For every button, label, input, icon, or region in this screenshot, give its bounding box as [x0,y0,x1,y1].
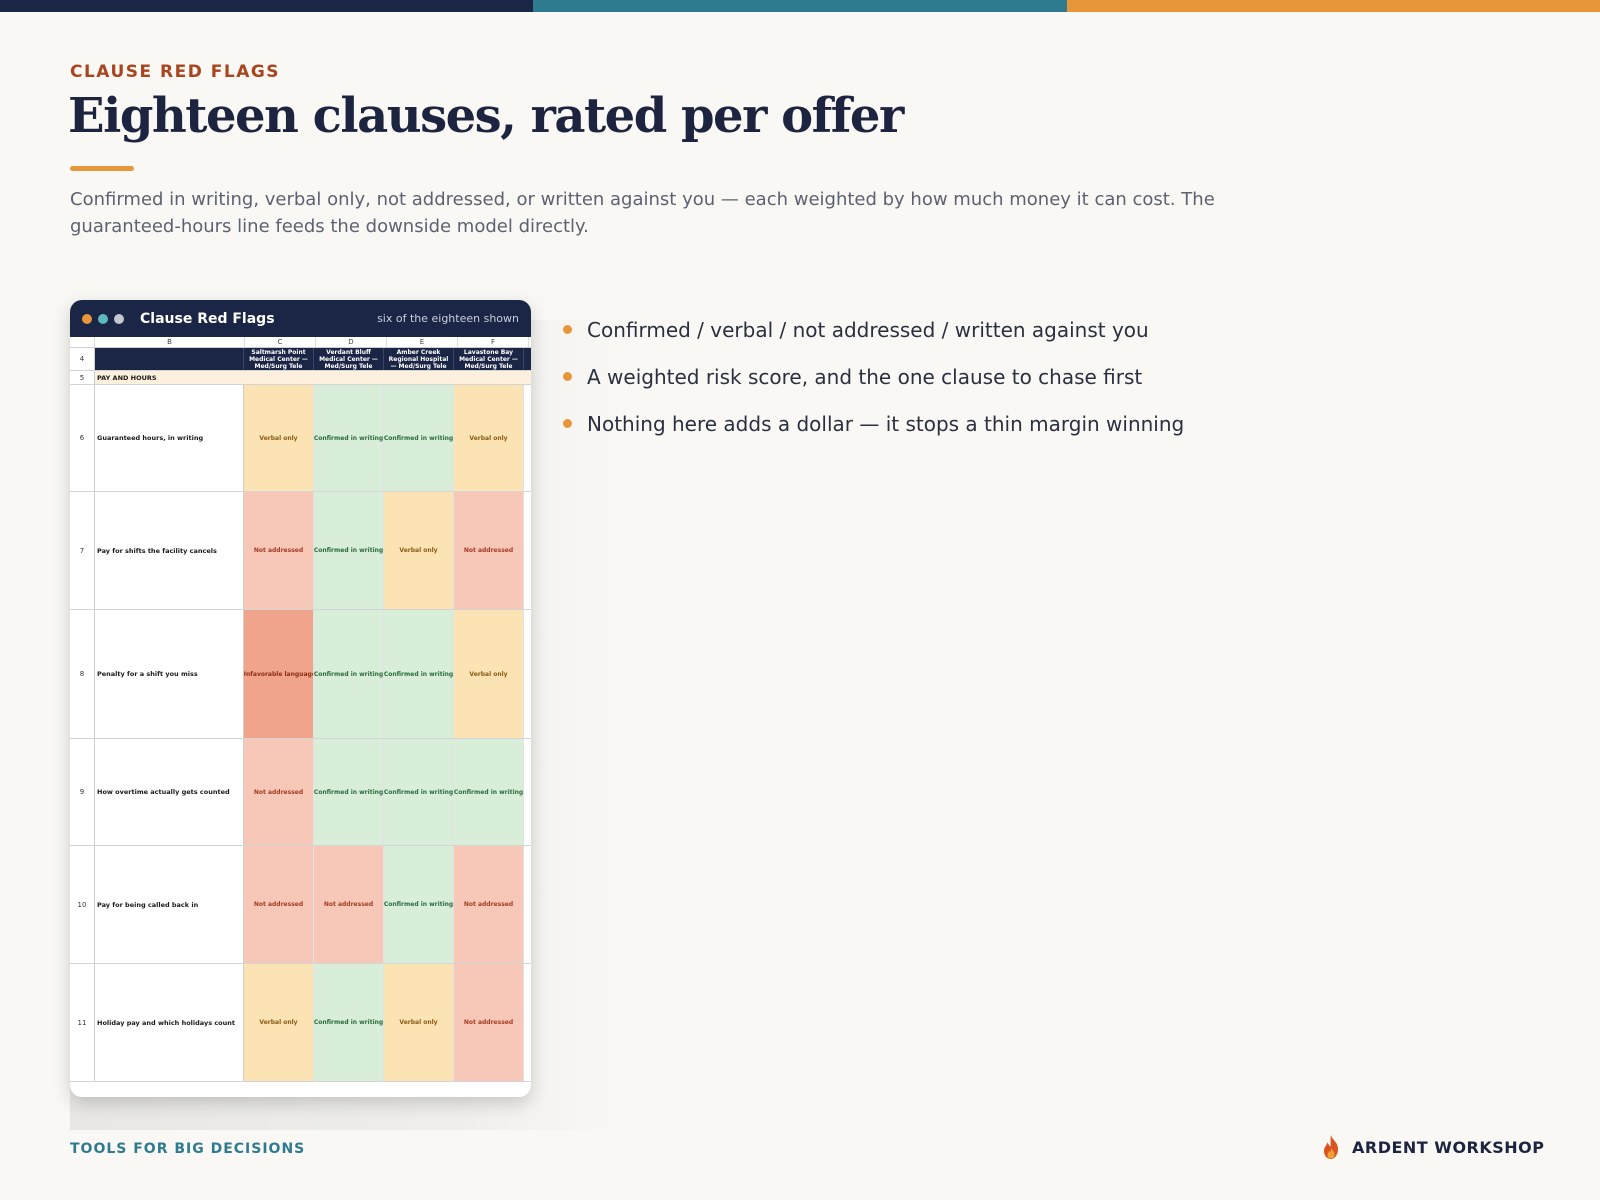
row-number: 11 [70,964,95,1081]
row-number: 5 [70,371,95,384]
spreadsheet-window: Clause Red Flags six of the eighteen sho… [70,300,531,1097]
section-label: PAY AND HOURS [95,371,531,384]
top-bar-teal [533,0,1067,12]
column-letter-corner [70,337,95,347]
top-color-bar [0,0,1600,12]
header-label-cell [95,348,244,370]
status-cell-confirmed: Confirmed in writing [314,385,384,491]
status-cell-verbal: Verbal only [244,964,314,1081]
key-point-item: Confirmed / verbal / not addressed / wri… [563,306,1184,353]
status-cell-verbal: Verbal only [454,385,524,491]
row-number: 9 [70,739,95,845]
status-cell-not-addressed: Not addressed [454,964,524,1081]
clause-row: 11 Holiday pay and which holidays count Ve… [70,964,531,1082]
key-point-text: Nothing here adds a dollar — it stops a … [587,411,1185,436]
status-cell-not-addressed: Not addressed [314,846,384,963]
flame-icon [1324,1135,1338,1159]
status-cell-confirmed: Confirmed in writing [314,964,384,1081]
clause-label: Holiday pay and which holidays count [95,964,244,1081]
bullet-dot-icon [563,325,572,334]
top-bar-navy [0,0,534,12]
footer-tagline: TOOLS FOR BIG DECISIONS [70,1141,306,1157]
status-cell-verbal: Verbal only [244,385,314,491]
row-number: 4 [70,348,95,370]
offer-header-cell: Verdant Bluff Medical Center — Med/Surg … [314,348,384,370]
status-cell-not-addressed: Not addressed [454,846,524,963]
clause-label: Pay for shifts the facility cancels [95,492,244,609]
footer-brand-block: ARDENT WORKSHOP [1320,1134,1545,1160]
clause-label: Guaranteed hours, in writing [95,385,244,491]
window-dot-gray [114,313,124,324]
section-kicker: CLAUSE RED FLAGS [70,62,281,82]
column-letter: D [316,337,387,347]
status-cell-not-addressed: Not addressed [244,846,314,963]
status-cell-confirmed: Confirmed in writing [314,739,384,845]
top-bar-orange [1066,0,1600,12]
column-letter: C [245,337,316,347]
window-dot-teal [98,313,108,324]
window-dot-orange [82,313,92,324]
offer-header-cell: Saltmarsh Point Medical Center — Med/Sur… [244,348,314,370]
clause-label: How overtime actually gets counted [95,739,244,845]
window-title: Clause Red Flags [140,310,275,327]
clause-row: 10 Pay for being called back in Not addres… [70,846,531,964]
title-underline [70,166,134,171]
clause-row: 7 Pay for shifts the facility cancels Not … [70,492,531,610]
status-cell-not-addressed: Not addressed [244,492,314,609]
clause-row: 8 Penalty for a shift you miss Unfavorable… [70,610,531,739]
column-letter: E [387,337,458,347]
row-number: 10 [70,846,95,963]
spreadsheet-grid: B C D E F 4 Saltmarsh Point Medical Center — M… [70,337,531,1082]
status-cell-confirmed: Confirmed in writing [384,739,454,845]
key-point-item: A weighted risk score, and the one claus… [563,353,1184,400]
status-cell-confirmed: Confirmed in writing [454,739,524,845]
column-letter: F [458,337,529,347]
offer-header-cell: Amber Creek Regional Hospital — Med/Surg… [384,348,454,370]
footer-brand-name: ARDENT WORKSHOP [1352,1137,1545,1157]
bullet-dot-icon [563,419,572,428]
page-title: Eighteen clauses, rated per offer [68,88,904,144]
offer-header-row: 4 Saltmarsh Point Medical Center — Med/Su… [70,348,531,371]
key-point-text: Confirmed / verbal / not addressed / wri… [587,317,1149,342]
page-subtitle: Confirmed in writing, verbal only, not a… [70,189,1215,237]
status-cell-not-addressed: Not addressed [244,739,314,845]
row-number: 8 [70,610,95,738]
status-cell-confirmed: Confirmed in writing [314,610,384,738]
status-cell-confirmed: Confirmed in writing [384,385,454,491]
status-cell-verbal: Verbal only [384,964,454,1081]
clause-label: Penalty for a shift you miss [95,610,244,738]
key-point-text: A weighted risk score, and the one claus… [587,364,1143,389]
offer-header-cell: Lavastone Bay Medical Center — Med/Surg … [454,348,524,370]
status-cell-not-addressed: Not addressed [454,492,524,609]
key-points-list: Confirmed / verbal / not addressed / wri… [563,306,1184,447]
status-cell-unfavorable: Unfavorable language [244,610,314,738]
column-letter: B [95,337,245,347]
key-point-item: Nothing here adds a dollar — it stops a … [563,400,1184,447]
status-cell-confirmed: Confirmed in writing [384,846,454,963]
window-note: six of the eighteen shown [377,312,519,325]
status-cell-verbal: Verbal only [384,492,454,609]
section-row: 5 PAY AND HOURS [70,371,531,385]
row-number: 7 [70,492,95,609]
clause-row: 9 How overtime actually gets counted Not a… [70,739,531,846]
clause-row: 6 Guaranteed hours, in writing Verbal only… [70,385,531,492]
clause-label: Pay for being called back in [95,846,244,963]
row-number: 6 [70,385,95,491]
window-titlebar: Clause Red Flags six of the eighteen sho… [70,300,531,337]
status-cell-verbal: Verbal only [454,610,524,738]
bullet-dot-icon [563,372,572,381]
status-cell-confirmed: Confirmed in writing [384,610,454,738]
status-cell-confirmed: Confirmed in writing [314,492,384,609]
